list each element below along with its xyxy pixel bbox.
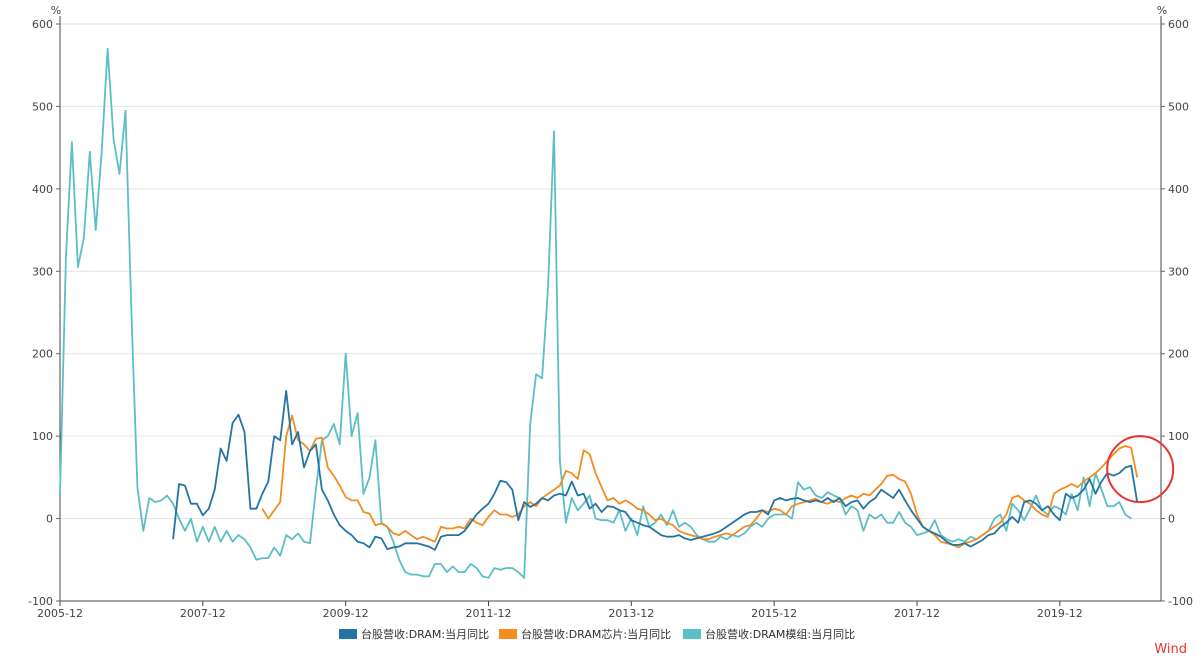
right-y-tick-label: 400: [1168, 183, 1189, 196]
right-y-tick-label: 500: [1168, 100, 1189, 113]
wind-watermark: Wind: [1154, 642, 1187, 657]
x-tick-label: 2009-12: [323, 607, 369, 620]
left-y-tick-label: 300: [32, 265, 53, 278]
legend-swatch: [339, 629, 357, 639]
left-y-tick-label: 200: [32, 348, 53, 361]
highlight-circle-annotation: [1106, 435, 1175, 504]
right-y-tick-label: -100: [1168, 595, 1193, 608]
left-y-tick-label: 400: [32, 183, 53, 196]
x-tick-label: 2015-12: [751, 607, 797, 620]
left-y-tick-label: 100: [32, 430, 53, 443]
grid: [60, 23, 1161, 602]
left-y-tick-label: 500: [32, 100, 53, 113]
x-tick-label: 2019-12: [1037, 607, 1083, 620]
x-tick-label: 2013-12: [608, 607, 654, 620]
legend: 台股营收:DRAM:当月同比 台股营收:DRAM芯片:当月同比 台股营收:DRA…: [339, 627, 855, 641]
left-y-tick-label: 600: [32, 18, 53, 31]
x-tick-label: 2011-12: [466, 607, 512, 620]
series-lines: [59, 47, 1139, 579]
series-line-0: [172, 389, 1139, 551]
axes: % %: [51, 4, 1167, 602]
right-y-tick-label: 100: [1168, 430, 1189, 443]
left-y-tick-label: 0: [46, 513, 53, 526]
legend-label: 台股营收:DRAM芯片:当月同比: [521, 627, 671, 641]
legend-label: 台股营收:DRAM:当月同比: [361, 627, 489, 641]
x-tick-label: 2007-12: [180, 607, 226, 620]
legend-item-dram-module[interactable]: 台股营收:DRAM模组:当月同比: [683, 627, 855, 641]
right-y-tick-label: 200: [1168, 348, 1189, 361]
right-y-tick-label: 300: [1168, 265, 1189, 278]
right-y-tick-label: 0: [1168, 513, 1175, 526]
legend-label: 台股营收:DRAM模组:当月同比: [705, 627, 855, 641]
x-tick-label: 2017-12: [894, 607, 940, 620]
left-y-tick-labels: 600 500 400 300 200 100 0 -100: [28, 18, 60, 608]
x-tick-labels: 2005-12 2007-12 2009-12 2011-12 2013-12 2015-…: [37, 601, 1083, 620]
right-y-tick-labels: 600 500 400 300 200 100 0 -100: [1161, 18, 1193, 608]
left-axis-unit: %: [51, 4, 61, 17]
right-axis-unit: %: [1157, 4, 1167, 17]
legend-swatch: [499, 629, 517, 639]
x-tick-label: 2005-12: [37, 607, 83, 620]
left-y-tick-label: -100: [28, 595, 53, 608]
legend-item-dram-chip[interactable]: 台股营收:DRAM芯片:当月同比: [499, 627, 671, 641]
legend-swatch: [683, 629, 701, 639]
series-line-2: [59, 47, 1132, 579]
right-y-tick-label: 600: [1168, 18, 1189, 31]
legend-item-dram[interactable]: 台股营收:DRAM:当月同比: [339, 627, 489, 641]
